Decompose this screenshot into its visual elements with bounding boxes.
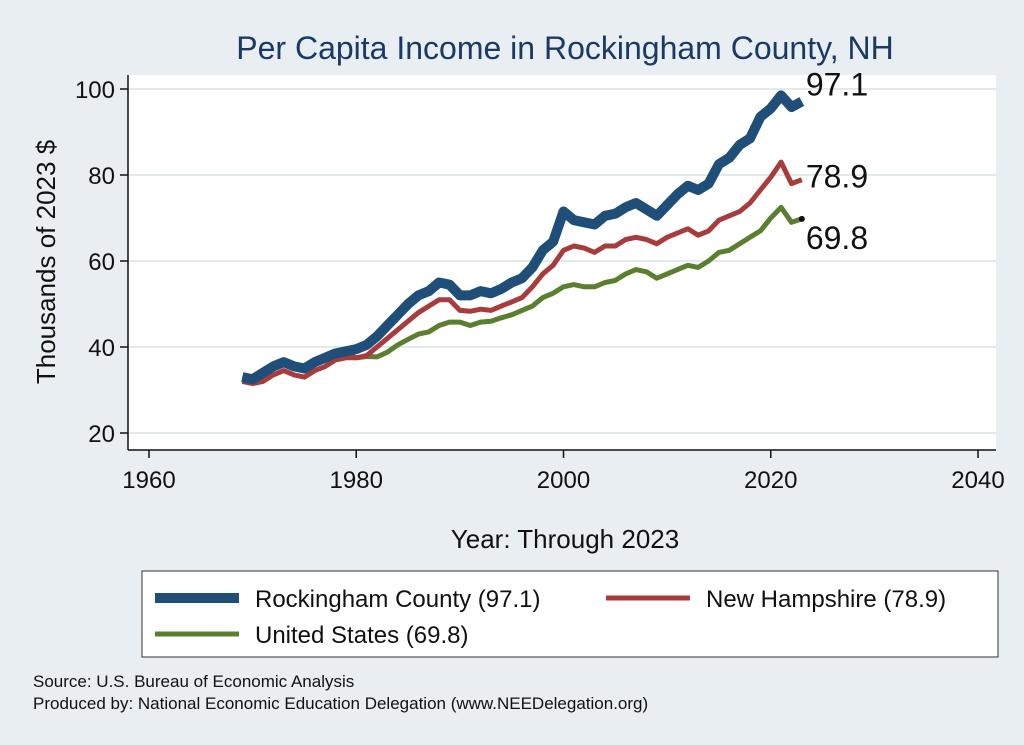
gridlines bbox=[128, 88, 996, 434]
x-tick-label: 1980 bbox=[330, 467, 383, 494]
x-tick-label: 2040 bbox=[951, 467, 1004, 494]
legend-label: United States (69.8) bbox=[255, 622, 468, 649]
y-tick-label: 60 bbox=[88, 249, 115, 276]
source-note: Source: U.S. Bureau of Economic Analysis bbox=[33, 672, 354, 691]
producer-note: Produced by: National Economic Education… bbox=[33, 694, 648, 713]
y-tick-label: 80 bbox=[88, 163, 115, 190]
legend-label: Rockingham County (97.1) bbox=[255, 586, 540, 613]
series-line-0 bbox=[241, 90, 805, 385]
series-line-1 bbox=[241, 159, 803, 387]
legend: Rockingham County (97.1) New Hampshire (7… bbox=[141, 570, 999, 658]
chart-title: Per Capita Income in Rockingham County, … bbox=[236, 30, 893, 66]
end-value-label: 97.1 bbox=[806, 66, 868, 102]
y-tick-label: 100 bbox=[75, 77, 115, 104]
end-value-label: 69.8 bbox=[806, 220, 868, 256]
end-labels: 97.1 78.9 69.8 bbox=[798, 66, 868, 256]
y-tick-label: 40 bbox=[88, 335, 115, 362]
x-tick-label: 2020 bbox=[744, 467, 797, 494]
legend-box bbox=[141, 570, 999, 658]
x-tick-label: 2000 bbox=[537, 467, 590, 494]
x-axis-label: Year: Through 2023 bbox=[451, 524, 679, 554]
series-layer bbox=[241, 90, 805, 387]
y-tick-label: 20 bbox=[88, 421, 115, 448]
plot-area bbox=[128, 75, 996, 450]
end-marker bbox=[798, 215, 805, 222]
legend-label: New Hampshire (78.9) bbox=[706, 586, 946, 613]
y-axis-label: Thousands of 2023 $ bbox=[31, 139, 61, 384]
end-value-label: 78.9 bbox=[806, 159, 868, 195]
x-tick-label: 1960 bbox=[122, 467, 175, 494]
